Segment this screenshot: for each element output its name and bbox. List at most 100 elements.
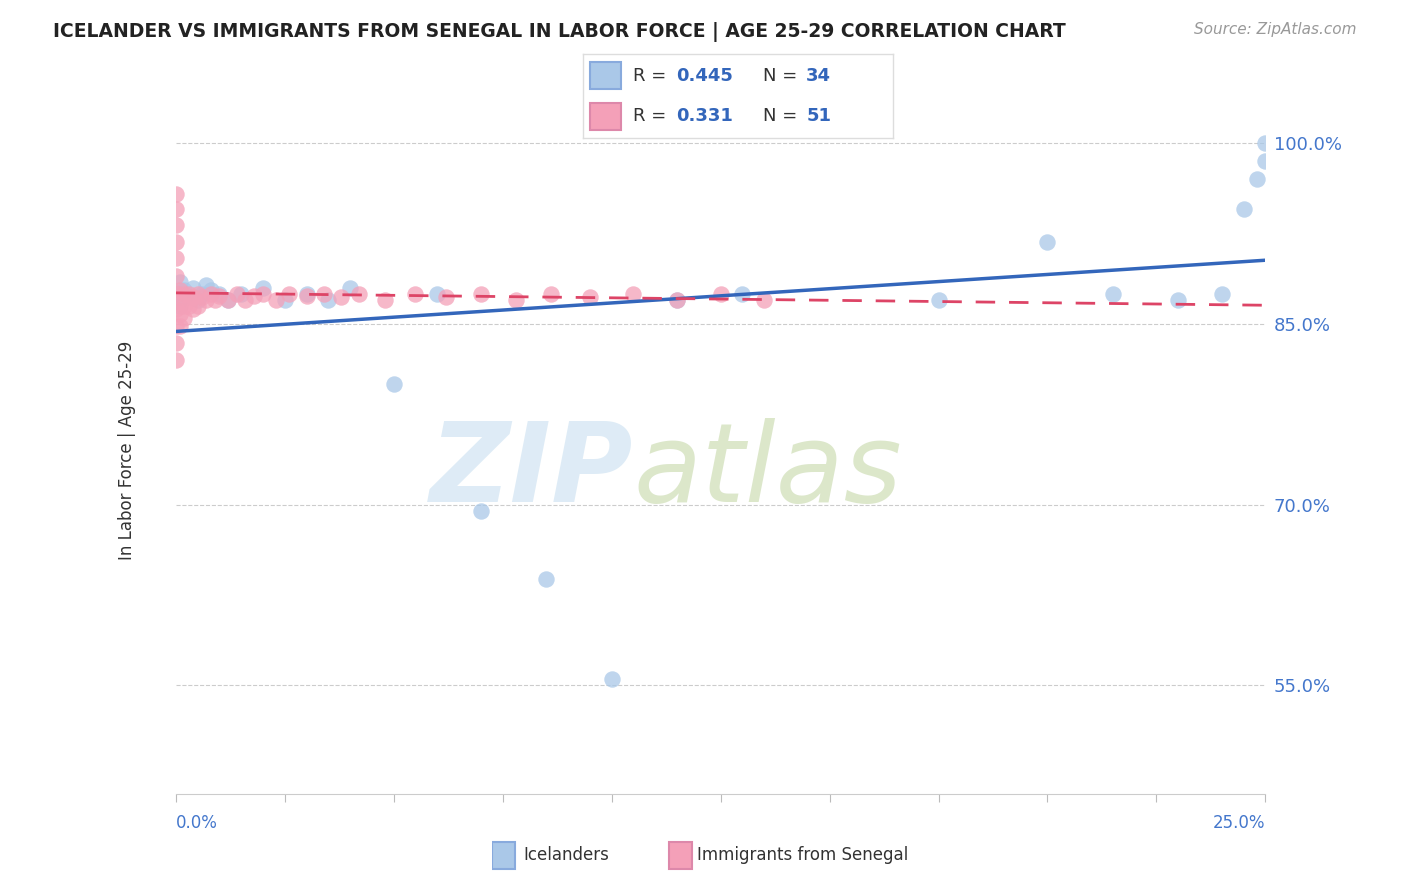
Text: atlas: atlas [633, 417, 903, 524]
Point [165, 186, 187, 201]
Point [165, 285, 187, 300]
Text: 51: 51 [806, 107, 831, 125]
Text: ZIP: ZIP [430, 417, 633, 524]
Point [186, 299, 209, 313]
Point [1211, 286, 1233, 301]
Point [165, 302, 187, 317]
Point [217, 293, 239, 307]
Point [169, 295, 191, 310]
Point [169, 275, 191, 289]
Text: 25.0%: 25.0% [1213, 814, 1265, 832]
Point [243, 289, 266, 303]
Point [621, 286, 644, 301]
Bar [589, 103, 620, 130]
Point [169, 319, 191, 334]
Point [252, 286, 274, 301]
Point [195, 293, 218, 307]
Point [204, 293, 226, 307]
Point [754, 293, 776, 307]
Bar [492, 842, 515, 869]
Point [1036, 235, 1059, 249]
Point [165, 319, 187, 334]
Point [1167, 293, 1189, 307]
Text: 0.331: 0.331 [676, 107, 733, 125]
Point [1246, 172, 1268, 186]
Point [181, 302, 204, 317]
Point [295, 286, 318, 301]
Point [208, 286, 231, 301]
Point [169, 283, 191, 297]
Point [1102, 286, 1125, 301]
Point [534, 573, 557, 587]
Point [169, 307, 191, 321]
Point [173, 299, 195, 313]
Point [405, 286, 427, 301]
Point [165, 251, 187, 265]
Bar [669, 842, 692, 869]
Point [347, 286, 370, 301]
Point [165, 235, 187, 249]
Point [217, 293, 239, 307]
Point [173, 283, 195, 297]
Text: R =: R = [633, 67, 672, 85]
Point [274, 293, 297, 307]
Point [1254, 154, 1277, 169]
Text: R =: R = [633, 107, 672, 125]
Point [1254, 136, 1277, 151]
Point [374, 293, 396, 307]
Point [177, 290, 200, 304]
Text: Source: ZipAtlas.com: Source: ZipAtlas.com [1194, 22, 1357, 37]
Point [928, 293, 950, 307]
Point [434, 290, 457, 304]
Point [200, 286, 222, 301]
Point [181, 281, 204, 295]
Point [339, 281, 361, 295]
Text: 0.445: 0.445 [676, 67, 733, 85]
Text: Icelanders: Icelanders [523, 847, 610, 864]
Text: In Labor Force | Age 25-29: In Labor Force | Age 25-29 [118, 341, 136, 560]
Point [225, 286, 247, 301]
Point [191, 290, 214, 304]
Point [600, 673, 623, 687]
Point [426, 286, 449, 301]
Point [252, 281, 274, 295]
Point [312, 286, 335, 301]
Point [191, 286, 214, 301]
Point [177, 286, 200, 301]
Point [165, 353, 187, 368]
Point [579, 290, 602, 304]
Text: N =: N = [763, 67, 803, 85]
Point [165, 202, 187, 217]
Point [165, 286, 187, 301]
Point [264, 293, 287, 307]
Point [235, 293, 257, 307]
Point [278, 286, 301, 301]
Point [470, 504, 492, 518]
Point [295, 289, 318, 303]
Point [1232, 202, 1256, 217]
Text: N =: N = [763, 107, 803, 125]
Point [165, 336, 187, 351]
Point [195, 278, 218, 293]
Point [186, 286, 209, 301]
Point [173, 286, 195, 301]
Text: 34: 34 [806, 67, 831, 85]
Point [330, 290, 353, 304]
Point [666, 293, 689, 307]
Point [318, 293, 340, 307]
Point [181, 290, 204, 304]
Point [208, 289, 231, 303]
Point [165, 268, 187, 283]
Point [177, 299, 200, 313]
Point [470, 286, 492, 301]
Point [173, 310, 195, 325]
Point [710, 286, 733, 301]
Point [666, 293, 689, 307]
Point [186, 293, 209, 307]
Bar [589, 62, 620, 89]
Text: Immigrants from Senegal: Immigrants from Senegal [696, 847, 908, 864]
Point [165, 218, 187, 232]
Point [231, 286, 253, 301]
Point [382, 377, 405, 392]
Point [169, 299, 191, 313]
